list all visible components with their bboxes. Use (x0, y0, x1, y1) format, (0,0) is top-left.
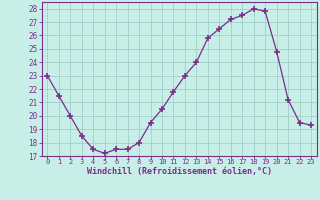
X-axis label: Windchill (Refroidissement éolien,°C): Windchill (Refroidissement éolien,°C) (87, 167, 272, 176)
